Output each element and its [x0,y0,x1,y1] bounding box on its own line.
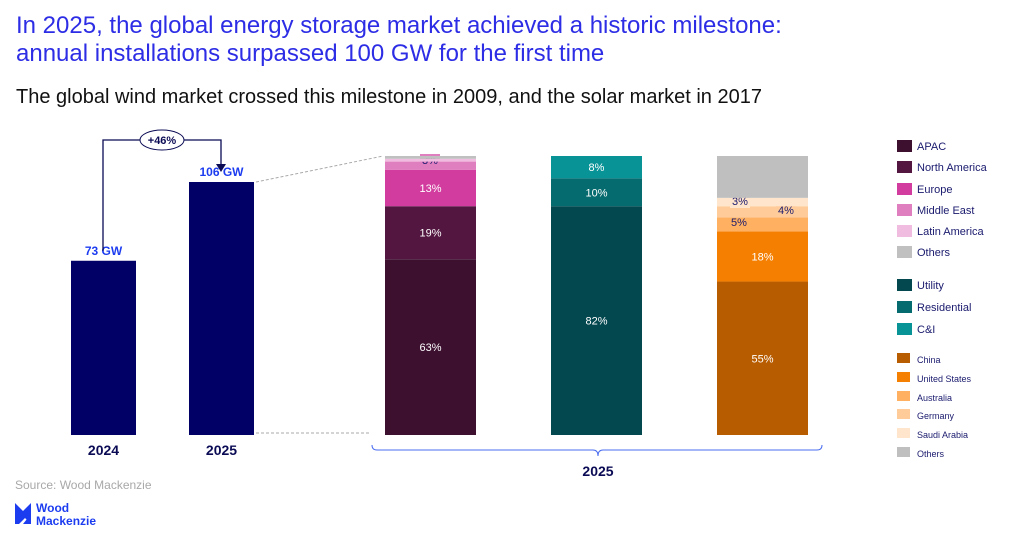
segment-label: 18% [751,251,773,263]
svg-text:Mackenzie: Mackenzie [36,514,96,528]
legend-label: Residential [917,302,971,314]
segment-label: 8% [589,162,605,174]
segment-others [385,156,476,159]
legend-label: Australia [917,393,952,403]
segment-united-states [717,231,808,282]
svg-text:Wood: Wood [36,501,69,515]
source-note: Source: Wood Mackenzie [15,478,152,492]
title-line-1: In 2025, the global energy storage marke… [16,12,782,39]
segment-label: 13% [419,183,441,195]
group-label: 2025 [582,463,613,479]
arrowhead-icon [216,164,226,172]
legend-label: C&I [917,324,935,336]
legend-swatch [897,246,912,258]
segment-label: 82% [585,316,607,328]
x-tick-label: 2024 [88,442,119,458]
data-label: 106 GW [199,165,244,179]
legend-label: Saudi Arabia [917,430,968,440]
legend-label: North America [917,162,988,174]
segment-label: 55% [751,353,773,365]
legend-swatch [897,301,912,313]
legend-swatch [897,323,912,335]
bar-2025 [189,182,254,435]
legend-label: Latin America [917,226,985,238]
legend-label: United States [917,374,972,384]
legend-label: Others [917,449,945,459]
connector-line [255,155,384,183]
bar-2024 [71,260,136,435]
legend-label: Others [917,247,951,259]
legend-label: Middle East [917,205,974,217]
growth-badge [139,129,185,151]
segment-germany [717,206,808,218]
x-tick-label: 2025 [206,442,237,458]
segment-apac [385,259,476,435]
segment-residential [551,178,642,207]
legend-swatch [897,447,910,457]
segment-label: 63% [419,342,441,354]
legend-swatch [897,428,910,438]
subtitle: The global wind market crossed this mile… [16,86,762,108]
legend-label: Germany [917,411,955,421]
label-box [730,195,750,208]
legend-label: China [917,355,941,365]
segment-china [717,281,808,435]
segment-saudi-arabia [717,197,808,207]
segment-latin-america [385,158,476,162]
segment-label: 19% [419,228,441,240]
legend-swatch [897,372,910,382]
legend-swatch [897,204,912,216]
legend-label: Europe [917,184,952,196]
data-label: 73 GW [85,244,123,258]
growth-label: +46% [148,135,177,147]
legend-swatch [897,409,910,419]
wood-mackenzie-logo: Wood Mackenzie [14,500,144,533]
segment-australia [717,217,808,232]
legend-swatch [897,161,912,173]
segment-label: 4% [778,205,794,217]
legend-label: Utility [917,280,944,292]
segment-label: 5% [731,217,747,229]
segment-label: 10% [585,187,607,199]
legend-swatch [897,183,912,195]
title-line-2: annual installations surpassed 100 GW fo… [16,40,605,67]
segment-label: 3% [732,196,748,208]
legend-swatch [897,225,912,237]
segment-europe [385,169,476,207]
segment-others [717,156,808,198]
legend-swatch [897,279,912,291]
legend-swatch [897,353,910,363]
legend-swatch [897,391,910,401]
segment-north-america [385,206,476,260]
segment-utility [551,206,642,435]
page-title: In 2025, the global energy storage marke… [16,12,782,68]
legend-swatch [897,140,912,152]
label-box [776,204,796,217]
group-brace [371,444,823,457]
legend-label: APAC [917,141,946,153]
segment-c-i [551,156,642,179]
